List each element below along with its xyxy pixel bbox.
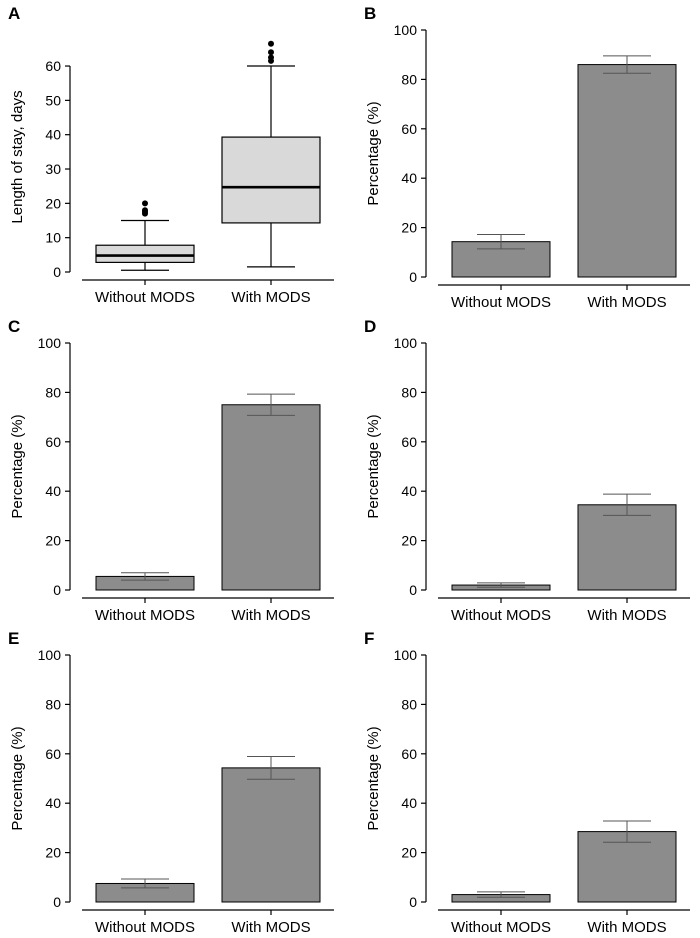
y-tick-label: 0 [53, 264, 61, 280]
y-tick-label: 40 [401, 483, 417, 499]
y-axis-title: Percentage (%) [9, 414, 26, 518]
y-tick-label: 40 [401, 795, 417, 811]
y-tick-label: 80 [401, 384, 417, 400]
chart-e: 0 20 40 60 80 100 Without MODS With MODS Percent… [9, 647, 334, 936]
y-tick-label: 0 [409, 582, 417, 598]
y-axis-title: Length of stay, days [9, 90, 26, 223]
x-tick-label: Without MODS [451, 294, 551, 311]
y-tick-label: 80 [401, 696, 417, 712]
y-tick-label: 20 [401, 533, 417, 549]
x-tick-label: Without MODS [95, 607, 195, 624]
x-tick-label: Without MODS [451, 607, 551, 624]
y-tick-label: 100 [394, 647, 418, 663]
bar [577, 831, 677, 903]
y-tick-label: 50 [45, 92, 61, 108]
y-tick-label: 40 [45, 795, 61, 811]
y-tick-label: 0 [409, 894, 417, 910]
y-tick-label: 40 [45, 127, 61, 143]
panel-letter: C [8, 317, 21, 336]
y-tick-label: 0 [53, 894, 61, 910]
y-axis-title: Percentage (%) [365, 414, 382, 518]
outlier-point [268, 40, 274, 47]
chart-f: 0 20 40 60 80 100 Without MODS With MODS Percent… [365, 647, 690, 936]
y-tick-label: 10 [45, 230, 61, 246]
x-tick-label: With MODS [231, 919, 310, 936]
x-tick-label: Without MODS [95, 919, 195, 936]
y-tick-label: 80 [45, 384, 61, 400]
y-tick-label: 20 [45, 533, 61, 549]
bar [577, 64, 677, 278]
chart-c: 0 20 40 60 80 100 Without MODS With MODS Percent… [9, 335, 334, 624]
y-tick-label: 0 [53, 582, 61, 598]
y-axis-title: Percentage (%) [365, 101, 382, 205]
y-tick-label: 60 [401, 434, 417, 450]
x-tick-label: With MODS [231, 607, 310, 624]
outlier-point [268, 54, 274, 61]
y-tick-label: 100 [38, 647, 62, 663]
y-tick-label: 100 [38, 335, 62, 351]
panel-letter: D [364, 317, 377, 336]
y-tick-label: 20 [45, 845, 61, 861]
x-tick-label: With MODS [231, 289, 310, 306]
y-tick-label: 20 [401, 845, 417, 861]
panel-f: F 0 20 40 60 80 100 Without MODS With MODS Perce… [356, 625, 700, 938]
y-tick-label: 60 [401, 121, 417, 137]
y-tick-label: 100 [394, 22, 418, 38]
panel-letter: A [8, 4, 21, 23]
chart-b: 0 20 40 60 80 100 Without MODS With MODS Percent… [365, 22, 690, 311]
box-iqr [221, 136, 321, 224]
panel-letter: F [364, 629, 375, 648]
panel-d: D 0 20 40 60 80 100 Without MODS With MODS Perce… [356, 313, 700, 626]
x-tick-label: With MODS [587, 919, 666, 936]
y-tick-label: 20 [401, 220, 417, 236]
chart-d: 0 20 40 60 80 100 Without MODS With MODS Percent… [365, 335, 690, 624]
y-tick-label: 60 [401, 746, 417, 762]
y-tick-label: 60 [45, 746, 61, 762]
x-tick-label: Without MODS [95, 289, 195, 306]
x-tick-label: With MODS [587, 607, 666, 624]
y-tick-label: 100 [394, 335, 418, 351]
panel-letter: B [364, 4, 377, 23]
y-tick-label: 30 [45, 161, 61, 177]
chart-a: 0 10 20 30 40 50 60 Without MODS With MODS Length… [9, 40, 334, 306]
x-tick-label: With MODS [587, 294, 666, 311]
panel-a: A 0 10 20 30 40 50 60 Without MODS With MODS Leng… [0, 0, 350, 313]
outlier-point [142, 200, 148, 207]
bar [577, 504, 677, 591]
y-axis-title: Percentage (%) [365, 726, 382, 830]
y-axis-title: Percentage (%) [9, 726, 26, 830]
x-tick-label: Without MODS [451, 919, 551, 936]
y-tick-label: 80 [45, 696, 61, 712]
outlier-point [268, 49, 274, 56]
bar [221, 767, 321, 903]
y-tick-label: 60 [45, 434, 61, 450]
bar [221, 404, 321, 591]
panel-e: E 0 20 40 60 80 100 Without MODS With MODS Perce… [0, 625, 350, 938]
outlier-point [142, 207, 148, 214]
box-iqr [95, 244, 195, 263]
panel-b: B 0 20 40 60 80 100 Without MODS With MODS Perce… [356, 0, 700, 313]
panel-c: C 0 20 40 60 80 100 Without MODS With MODS Perce… [0, 313, 350, 626]
y-tick-label: 40 [401, 170, 417, 186]
y-tick-label: 0 [409, 269, 417, 285]
y-tick-label: 80 [401, 71, 417, 87]
y-tick-label: 40 [45, 483, 61, 499]
panel-letter: E [8, 629, 20, 648]
y-tick-label: 20 [45, 195, 61, 211]
y-tick-label: 60 [45, 58, 61, 74]
